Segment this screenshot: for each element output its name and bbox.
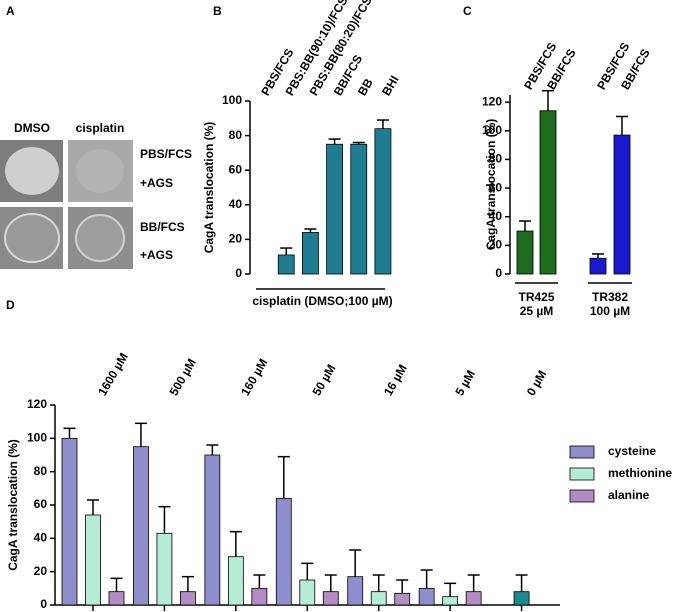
bar	[394, 592, 411, 606]
y-tick-label: 80	[229, 128, 243, 142]
column-label: cisplatin	[76, 121, 125, 135]
panel-label: C	[463, 4, 472, 18]
group-label: 25 µM	[520, 304, 554, 318]
y-tick-label: 100	[27, 431, 47, 445]
bar	[539, 110, 557, 275]
photo-colony	[76, 149, 124, 193]
y-axis-label: CagA translocation (%)	[6, 439, 20, 571]
x-tick-label: 5 µM	[452, 368, 478, 398]
y-tick-label: 100	[222, 93, 242, 107]
legend-label: methionine	[608, 466, 672, 480]
bar	[374, 128, 392, 275]
x-tick-label: 160 µM	[238, 356, 270, 398]
bar	[322, 591, 339, 606]
y-tick-label: 80	[34, 464, 48, 478]
panel-label: A	[6, 4, 15, 18]
bar	[465, 591, 482, 606]
bar	[251, 587, 268, 606]
y-tick-label: 20	[34, 564, 48, 578]
y-tick-label: 20	[489, 238, 503, 252]
row-label: PBS/FCS	[140, 147, 192, 161]
legend-label: alanine	[608, 488, 650, 502]
y-tick-label: 0	[40, 597, 47, 611]
photo-colony	[4, 213, 60, 263]
y-tick-label: 60	[34, 497, 48, 511]
x-tick-label: BHI	[379, 73, 401, 98]
bar	[180, 591, 196, 606]
legend-swatch	[569, 489, 595, 503]
x-tick-label: 50 µM	[310, 362, 339, 398]
row-label: +AGS	[140, 248, 173, 262]
bar	[85, 514, 101, 606]
y-tick-label: 60	[489, 180, 503, 194]
panel-label: B	[213, 4, 222, 18]
y-tick-label: 40	[229, 197, 243, 211]
y-tick-label: 0	[235, 266, 242, 280]
column-label: DMSO	[14, 121, 50, 135]
y-axis-label: CagA translocation (%)	[202, 122, 216, 254]
row-label: +AGS	[140, 176, 173, 190]
bar	[275, 497, 292, 606]
y-tick-label: 80	[489, 152, 503, 166]
bar	[516, 230, 534, 275]
panel-a: DMSO cisplatin PBS/FCS +AGS BB/FCS +AGS	[0, 121, 192, 269]
y-tick-label: 120	[27, 397, 47, 411]
photo-colony	[5, 147, 59, 195]
bar	[513, 591, 530, 606]
y-tick-label: 120	[482, 94, 502, 108]
y-tick-label: 100	[482, 123, 502, 137]
y-tick-label: 60	[229, 162, 243, 176]
bar	[589, 257, 607, 275]
x-tick-label: 16 µM	[381, 362, 410, 398]
group-label: 100 µM	[590, 304, 630, 318]
bar	[61, 437, 78, 606]
x-tick-label: 1600 µM	[95, 350, 131, 398]
legend-swatch	[569, 467, 595, 481]
x-tick-label: BB	[355, 76, 376, 98]
bar	[277, 254, 295, 275]
y-tick-label: 40	[34, 531, 48, 545]
bar	[442, 596, 459, 606]
bar	[299, 579, 316, 606]
y-tick-label: 0	[495, 266, 502, 280]
y-axis-label: CagA translocation (%)	[484, 119, 498, 251]
bar	[613, 134, 631, 275]
bar	[302, 232, 319, 275]
bar	[326, 143, 343, 275]
bar	[370, 591, 387, 606]
bar	[156, 532, 173, 606]
x-tick-label: 0 µM	[524, 368, 550, 398]
panel-label: D	[6, 298, 15, 312]
photo-colony	[75, 214, 125, 262]
bar	[347, 576, 364, 606]
group-label: TR382	[592, 290, 628, 304]
x-tick-label: 500 µM	[167, 356, 199, 398]
y-tick-label: 20	[229, 232, 243, 246]
x-axis-label: cisplatin (DMSO;100 µM)	[252, 294, 392, 308]
bar	[133, 446, 149, 606]
bar	[204, 454, 221, 606]
bar	[108, 591, 125, 606]
legend-swatch	[569, 445, 595, 459]
bar	[350, 143, 368, 275]
y-tick-label: 40	[489, 209, 503, 223]
bar	[418, 587, 435, 606]
legend-label: cysteine	[608, 444, 656, 458]
group-label: TR425	[518, 290, 554, 304]
bar	[227, 556, 244, 606]
row-label: BB/FCS	[140, 220, 185, 234]
